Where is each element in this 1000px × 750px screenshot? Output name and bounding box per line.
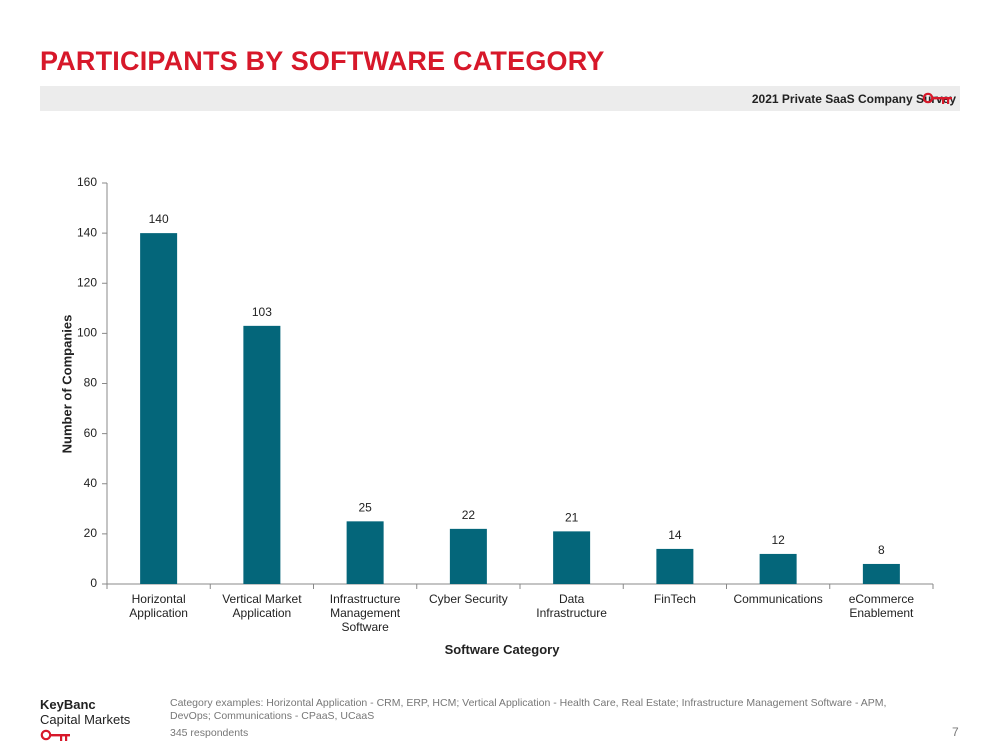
respondents: 345 respondents	[170, 727, 249, 739]
data-label: 103	[252, 305, 272, 319]
x-tick-label: Vertical Market Application	[222, 592, 302, 620]
brand-sub: Capital Markets	[40, 712, 131, 727]
bar	[140, 233, 178, 584]
data-label: 12	[771, 533, 785, 547]
y-tick-label: 80	[84, 376, 98, 390]
y-tick-label: 100	[77, 326, 97, 340]
x-tick-label: FinTech	[653, 592, 696, 606]
y-tick-label: 20	[84, 526, 98, 540]
y-tick-label: 40	[84, 476, 98, 490]
bar	[243, 325, 281, 584]
bar	[759, 553, 797, 584]
data-label: 25	[358, 500, 372, 514]
data-label: 14	[668, 528, 682, 542]
x-tick-label: Cyber Security	[429, 592, 508, 606]
y-axis-title: Number of Companies	[59, 315, 74, 454]
chart: Number of Companies Software Category 0 2…	[59, 175, 934, 657]
y-tick-label: 60	[84, 426, 98, 440]
x-tick-label: eCommerce Enablement	[848, 592, 915, 620]
data-label: 8	[878, 543, 885, 557]
key-icon	[922, 92, 952, 104]
bar	[862, 563, 900, 584]
data-label: 21	[565, 510, 579, 524]
y-tick-label: 0	[90, 576, 97, 590]
footnote: Category examples: Horizontal Applicatio…	[170, 697, 887, 722]
bar	[346, 521, 384, 584]
bar	[656, 548, 694, 584]
x-tick-label: Communications	[733, 592, 823, 606]
x-tick-label: Data Infrastructure	[536, 592, 607, 620]
data-label: 22	[462, 508, 476, 522]
data-label: 140	[149, 212, 169, 226]
page-number: 7	[952, 725, 959, 739]
slide-title: PARTICIPANTS BY SOFTWARE CATEGORY	[40, 46, 605, 76]
brand: KeyBanc	[40, 697, 96, 712]
y-tick-label: 140	[77, 225, 97, 239]
x-tick-label: Horizontal Application	[129, 592, 188, 620]
bar	[553, 531, 591, 584]
y-tick-label: 120	[77, 275, 97, 289]
x-tick-label: Infrastructure Management Software	[329, 592, 401, 634]
x-axis-title: Software Category	[445, 642, 561, 657]
bar	[449, 528, 487, 584]
survey-name: 2021 Private SaaS Company Survey	[751, 92, 956, 106]
y-tick-label: 160	[77, 175, 97, 189]
header-band	[40, 86, 960, 111]
key-logo	[40, 729, 70, 741]
